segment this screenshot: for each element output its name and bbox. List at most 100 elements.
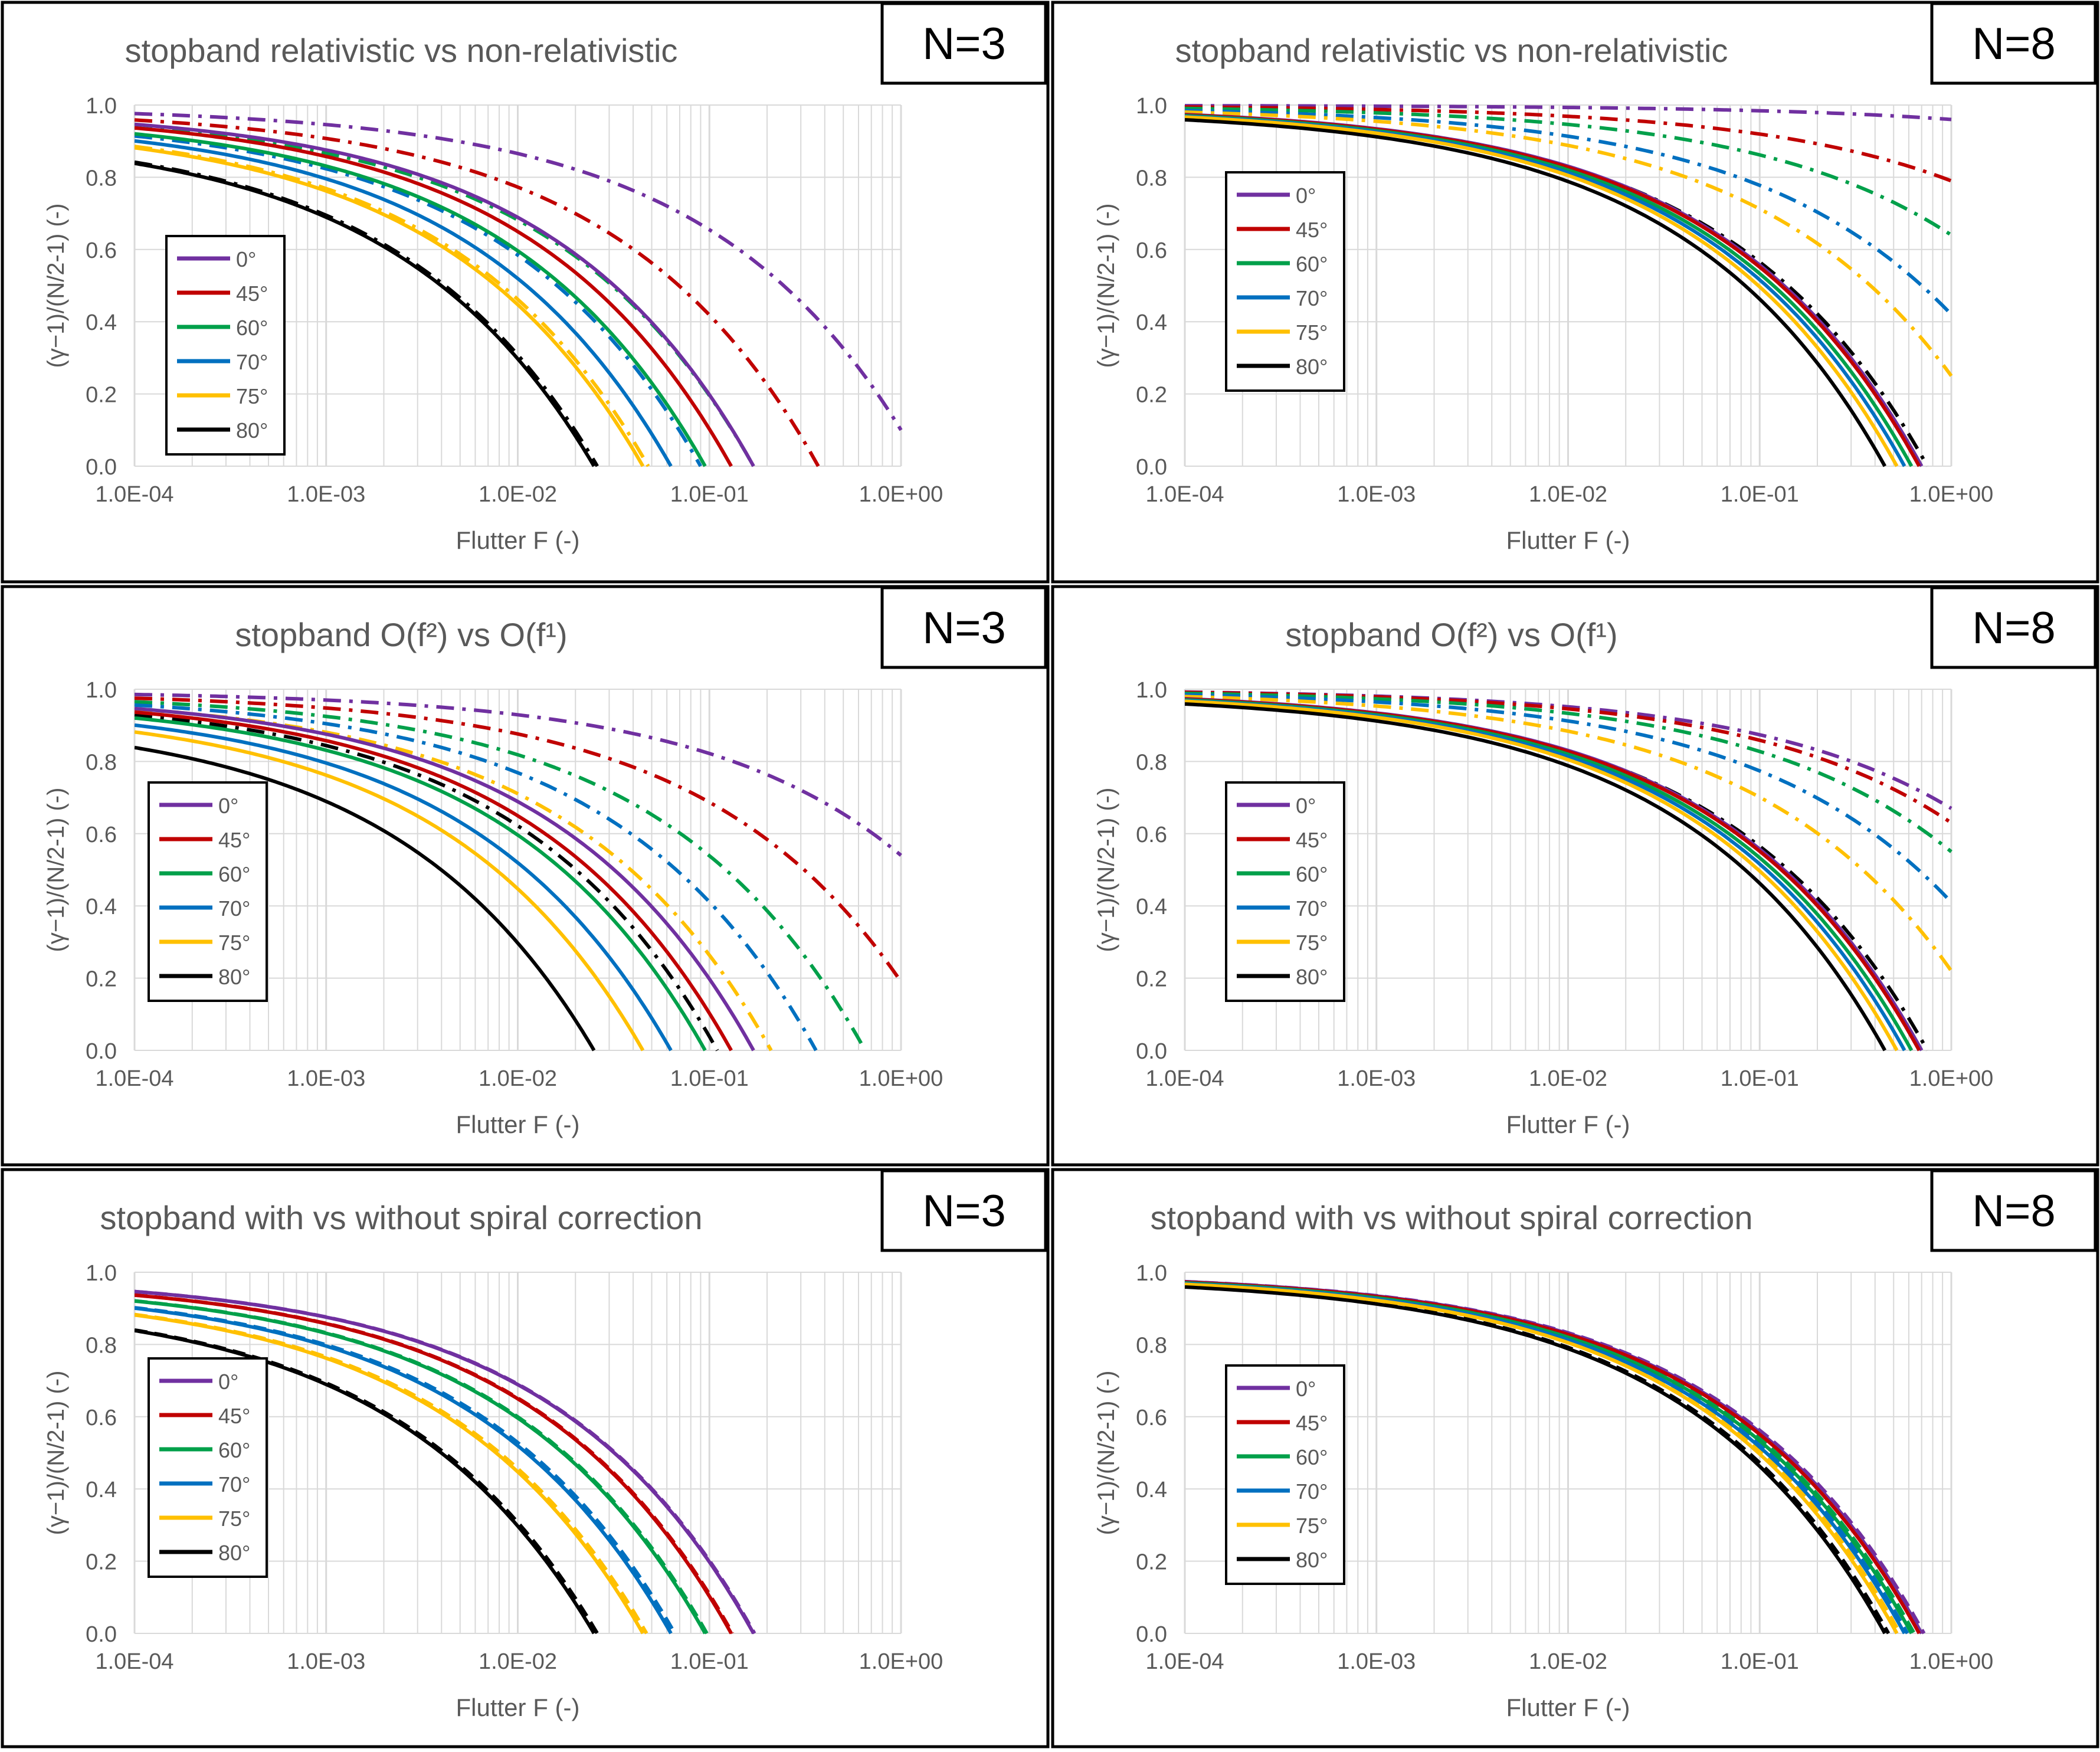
legend-label-45deg: 45°	[1296, 1411, 1328, 1435]
x-tick-label: 1.0E-03	[1337, 1066, 1416, 1091]
chart-title: stopband relativistic vs non-relativisti…	[1175, 32, 1728, 69]
series-line-80deg-solid	[135, 745, 596, 1052]
legend-label-80deg: 80°	[1296, 1548, 1328, 1572]
series-lines	[135, 1289, 756, 1635]
series-line-60deg-solid	[135, 1299, 707, 1635]
legend-label-0deg: 0°	[218, 1370, 238, 1394]
legend-label-80deg: 80°	[1296, 355, 1328, 379]
x-tick-label: 1.0E-04	[1145, 482, 1224, 507]
tag-box	[880, 2, 1047, 85]
y-tick-label: 0.0	[86, 1039, 117, 1064]
x-axis-label: Flutter F (-)	[456, 526, 580, 554]
legend-label-60deg: 60°	[218, 1438, 250, 1462]
legend-box	[165, 235, 286, 456]
chart-panel-3: stopband O(f²) vs O(f¹) N=3 0.0 0.2 0.4 0.6 0.…	[1, 585, 1050, 1167]
x-tick-label: 1.0E-01	[670, 1066, 749, 1091]
chart-title: stopband relativistic vs non-relativisti…	[125, 32, 678, 69]
y-tick-label: 0.8	[86, 750, 117, 775]
tag-box	[880, 1169, 1047, 1252]
series-line-70deg-dashdot	[1185, 693, 1953, 904]
x-axis-label: Flutter F (-)	[456, 1694, 580, 1721]
x-tick-label: 1.0E-04	[95, 482, 173, 507]
x-axis-label: Flutter F (-)	[1506, 1111, 1630, 1138]
x-tick-label: 1.0E+00	[859, 1066, 943, 1091]
legend-label-60deg: 60°	[218, 862, 250, 886]
series-line-70deg-solid	[135, 1306, 673, 1635]
series-lines	[135, 112, 903, 467]
y-tick-label: 0.2	[1136, 1550, 1167, 1575]
y-tick-label: 0.0	[86, 455, 117, 480]
legend-label-0deg: 0°	[1296, 184, 1316, 208]
y-tick-label: 0.6	[1136, 238, 1167, 263]
legend: 0° 45° 60° 70° 75° 80°	[148, 1357, 268, 1578]
x-tick-label: 1.0E-03	[1337, 482, 1416, 507]
legend-label-0deg: 0°	[1296, 1377, 1316, 1401]
y-tick-label: 0.4	[1136, 895, 1167, 919]
legend-label-60deg: 60°	[1296, 252, 1328, 276]
x-tick-label: 1.0E+00	[1909, 1066, 1994, 1091]
tag-box	[1930, 2, 2097, 85]
tag-label: N=3	[922, 1186, 1006, 1236]
y-tick-label: 0.6	[86, 823, 117, 847]
y-tick-label: 0.4	[1136, 310, 1167, 335]
legend-label-80deg: 80°	[218, 1541, 250, 1565]
gridlines	[133, 1272, 902, 1634]
chart-panel-5: stopband with vs without spiral correcti…	[1, 1168, 1050, 1748]
legend-label-45deg: 45°	[236, 281, 268, 306]
series-line-70deg-solid	[135, 723, 673, 1052]
series-line-80deg-solid	[1185, 702, 1887, 1052]
legend-label-60deg: 60°	[1296, 862, 1328, 886]
y-tick-label: 0.2	[86, 383, 117, 408]
y-tick-label: 0.0	[1136, 1622, 1167, 1647]
legend-box	[148, 781, 268, 1002]
legend-label-75deg: 75°	[236, 384, 268, 408]
series-line-60deg-dashdot	[1185, 106, 1952, 237]
legend-box	[1225, 781, 1345, 1002]
tag-label: N=3	[922, 19, 1006, 69]
y-tick-label: 1.0	[1136, 1261, 1167, 1286]
series-line-75deg-dashdot	[1185, 695, 1953, 972]
y-tick-label: 0.2	[86, 967, 117, 992]
x-tick-label: 1.0E-04	[95, 1649, 173, 1674]
legend-label-70deg: 70°	[1296, 1479, 1328, 1504]
x-tick-label: 1.0E-01	[1721, 482, 1799, 507]
y-tick-label: 0.6	[86, 1406, 117, 1430]
series-line-45deg-solid	[135, 1293, 733, 1635]
series-line-0deg-dashdot	[1185, 104, 1952, 122]
series-line-0deg-solid	[135, 122, 755, 467]
x-tick-label: 1.0E+00	[1909, 1649, 1994, 1674]
series-line-70deg-dashdot	[135, 134, 703, 467]
y-tick-label: 0.4	[86, 1478, 117, 1502]
legend-label-45deg: 45°	[1296, 828, 1328, 852]
legend-label-0deg: 0°	[1296, 794, 1316, 818]
series-line-80deg-solid	[135, 161, 596, 467]
y-axis-label: (γ−1)/(N/2-1) (-)	[43, 204, 69, 368]
x-tick-label: 1.0E-03	[287, 1649, 365, 1674]
legend: 0° 45° 60° 70° 75° 80°	[1225, 1364, 1345, 1585]
series-line-70deg-dashdot	[135, 703, 818, 1052]
legend-label-0deg: 0°	[236, 247, 256, 271]
series-line-60deg-dashdot	[1185, 692, 1952, 853]
y-tick-label: 1.0	[86, 1261, 117, 1286]
series-lines	[1185, 690, 1953, 1052]
x-tick-label: 1.0E+00	[859, 1649, 943, 1674]
x-tick-label: 1.0E-04	[95, 1066, 173, 1091]
series-line-80deg-dashdot	[135, 713, 719, 1052]
series-line-60deg-solid	[135, 132, 707, 467]
y-tick-label: 1.0	[1136, 678, 1167, 703]
x-tick-label: 1.0E-02	[1529, 1649, 1607, 1674]
series-line-45deg-solid	[135, 126, 733, 467]
series-line-60deg-solid	[135, 716, 707, 1052]
chart-title: stopband O(f²) vs O(f¹)	[235, 616, 567, 653]
y-axis-label: (γ−1)/(N/2-1) (-)	[1093, 788, 1119, 952]
series-line-75deg-solid	[135, 1313, 645, 1635]
y-tick-label: 0.6	[86, 238, 117, 263]
series-line-75deg-dashdot	[1185, 110, 1953, 377]
y-axis-label: (γ−1)/(N/2-1) (-)	[43, 788, 69, 952]
legend-box	[1225, 1364, 1345, 1585]
x-tick-label: 1.0E-01	[670, 482, 749, 507]
y-tick-label: 0.0	[86, 1622, 117, 1647]
series-line-60deg-dashdot	[135, 700, 867, 1052]
series-line-80deg-dashed	[1185, 1285, 1891, 1635]
